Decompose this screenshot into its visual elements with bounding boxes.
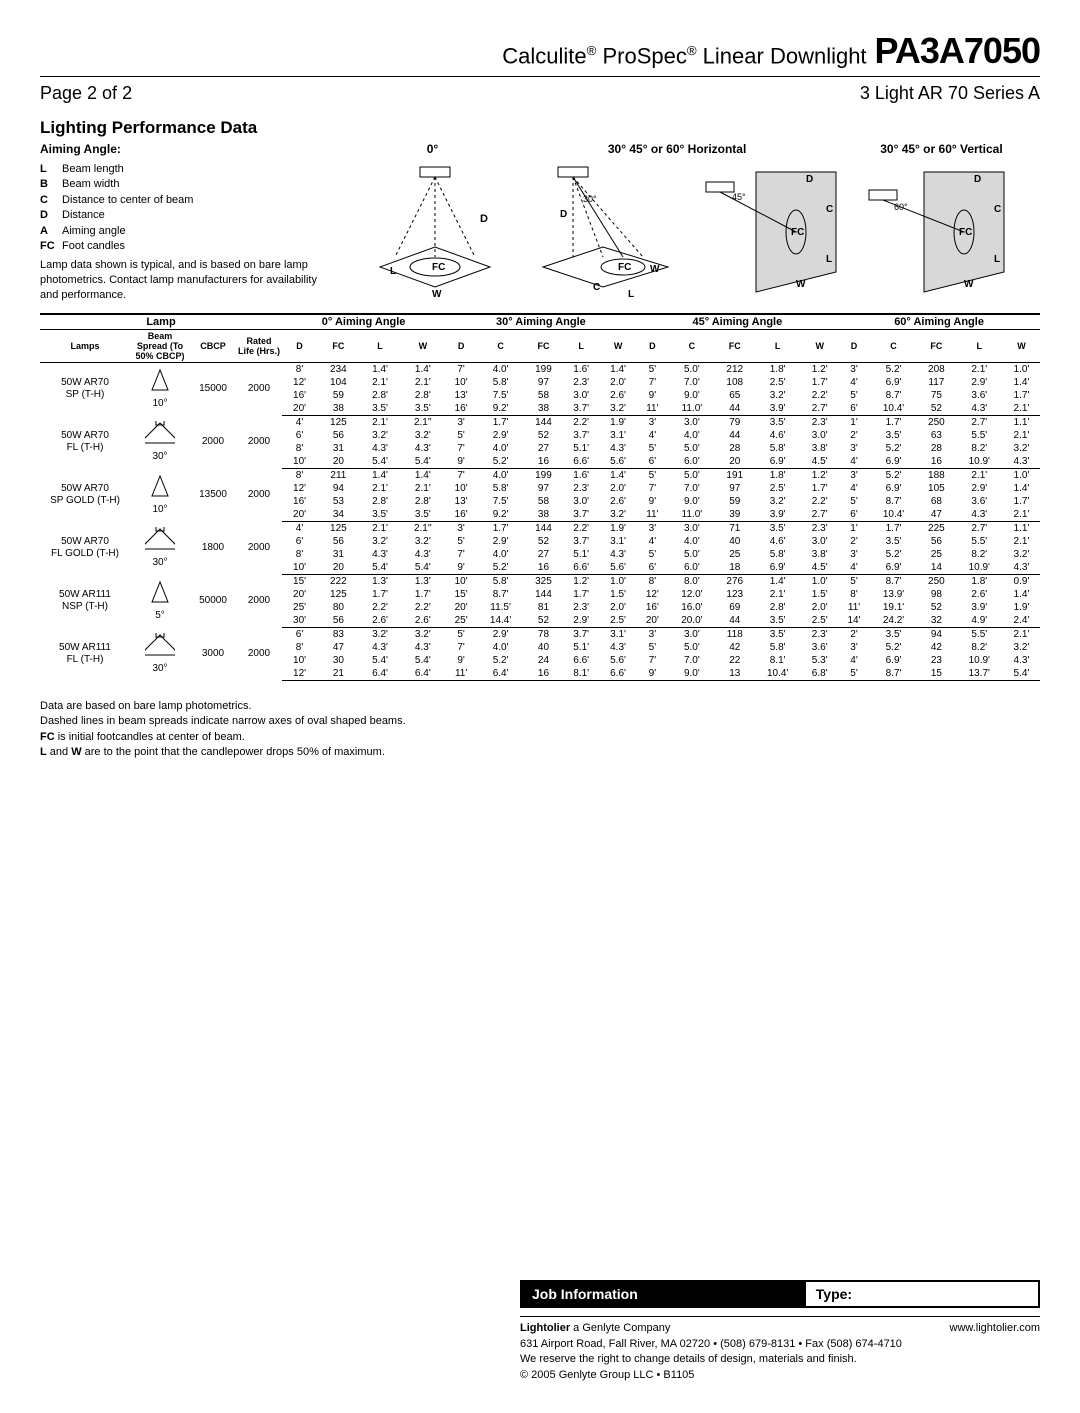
svg-text:C: C <box>826 204 833 215</box>
life: 2000 <box>236 521 282 574</box>
svg-text:FC: FC <box>791 227 804 238</box>
table-row: 50W AR70SP GOLD (T-H)10°1350020008'2111.… <box>40 468 1040 482</box>
url: www.lightolier.com <box>950 1321 1040 1336</box>
legend-item: CDistance to center of beam <box>40 193 340 208</box>
svg-text:C: C <box>994 204 1001 215</box>
diagram-30h: D 30° FC W C L <box>528 162 678 302</box>
table-row: 50W AR111NSP (T-H)5°50000200015'2221.3'1… <box>40 574 1040 588</box>
address: 631 Airport Road, Fall River, MA 02720 •… <box>520 1337 1040 1352</box>
lamp-note: Lamp data shown is typical, and is based… <box>40 258 320 303</box>
footnote-line: L and W are to the point that the candle… <box>40 745 460 760</box>
footer: Job Information Type: Lightolier a Genly… <box>40 1280 1040 1383</box>
cbcp: 3000 <box>190 627 236 680</box>
svg-text:45°: 45° <box>732 192 746 202</box>
aiming-label: Aiming Angle: <box>40 142 336 156</box>
svg-text:W: W <box>796 279 806 290</box>
table-row: 50W AR70FL GOLD (T-H)30°180020004'1252.1… <box>40 521 1040 535</box>
beam-spread: 30° <box>130 627 190 680</box>
page-number: Page 2 of 2 <box>40 83 132 104</box>
svg-text:L: L <box>826 254 832 265</box>
footnotes: Data are based on bare lamp photometrics… <box>40 699 460 761</box>
series: 3 Light AR 70 Series A <box>860 83 1040 104</box>
company: a Genlyte Company <box>570 1322 670 1334</box>
cbcp: 13500 <box>190 468 236 521</box>
svg-text:FC: FC <box>432 262 445 273</box>
job-bar: Job Information Type: <box>520 1280 1040 1308</box>
svg-text:L: L <box>994 254 1000 265</box>
life: 2000 <box>236 468 282 521</box>
footnote-line: Dashed lines in beam spreads indicate na… <box>40 714 460 729</box>
brand: Lightolier <box>520 1322 570 1334</box>
legend: LBeam lengthBBeam widthCDistance to cent… <box>40 162 340 254</box>
life: 2000 <box>236 362 282 415</box>
lamp-name: 50W AR70FL GOLD (T-H) <box>40 521 130 574</box>
job-label: Job Information <box>522 1282 806 1306</box>
diagram-60v: 60° D C FC L W <box>864 162 1014 302</box>
section-title: Lighting Performance Data <box>40 118 1040 138</box>
svg-text:C: C <box>593 282 600 293</box>
svg-text:60°: 60° <box>894 202 908 212</box>
svg-text:L: L <box>390 266 396 277</box>
diagram-45v: 45° D C FC L W <box>696 162 846 302</box>
table-row: 50W AR111FL (T-H)30°300020006'833.2'3.2'… <box>40 627 1040 641</box>
lamp-name: 50W AR70SP (T-H) <box>40 362 130 415</box>
beam-spread: 30° <box>130 521 190 574</box>
svg-text:W: W <box>650 264 660 275</box>
svg-text:FC: FC <box>618 262 631 273</box>
diagrams: D FC L W D 30° FC W C L <box>360 162 1014 302</box>
svg-text:W: W <box>432 289 442 300</box>
type-label: Type: <box>806 1282 862 1306</box>
life: 2000 <box>236 627 282 680</box>
footer-text: Lightolier a Genlyte Company www.lightol… <box>520 1316 1040 1383</box>
svg-text:L: L <box>628 289 634 300</box>
cbcp: 50000 <box>190 574 236 627</box>
footnote-line: Data are based on bare lamp photometrics… <box>40 699 460 714</box>
table-row: 50W AR70FL (T-H)30°200020004'1252.1'2.1'… <box>40 415 1040 429</box>
beam-spread: 30° <box>130 415 190 468</box>
table-row: 50W AR70SP (T-H)10°1500020008'2341.4'1.4… <box>40 362 1040 376</box>
svg-text:D: D <box>974 174 981 185</box>
svg-text:D: D <box>480 213 488 225</box>
beam-spread: 5° <box>130 574 190 627</box>
lamp-table: Lamp0° Aiming Angle30° Aiming Angle45° A… <box>40 313 1040 681</box>
cbcp: 1800 <box>190 521 236 574</box>
life: 2000 <box>236 415 282 468</box>
legend-item: LBeam length <box>40 162 340 177</box>
product-code: PA3A7050 <box>875 30 1040 72</box>
angle-0: 0° <box>354 142 512 156</box>
disclaimer: We reserve the right to change details o… <box>520 1352 1040 1367</box>
life: 2000 <box>236 574 282 627</box>
footnote-line: FC is initial footcandles at center of b… <box>40 730 460 745</box>
lamp-name: 50W AR70FL (T-H) <box>40 415 130 468</box>
legend-item: BBeam width <box>40 177 340 192</box>
cbcp: 2000 <box>190 415 236 468</box>
aiming-header: Aiming Angle: 0° 30° 45° or 60° Horizont… <box>40 142 1040 156</box>
page-row: Page 2 of 2 3 Light AR 70 Series A <box>40 83 1040 104</box>
diagram-0: D FC L W <box>360 162 510 302</box>
svg-text:D: D <box>560 209 567 220</box>
angle-h: 30° 45° or 60° Horizontal <box>529 142 825 156</box>
product-line: Calculite® ProSpec® Linear Downlight <box>502 43 866 69</box>
svg-text:FC: FC <box>959 227 972 238</box>
cbcp: 15000 <box>190 362 236 415</box>
beam-spread: 10° <box>130 468 190 521</box>
legend-item: AAiming angle <box>40 224 340 239</box>
lamp-name: 50W AR111FL (T-H) <box>40 627 130 680</box>
lamp-name: 50W AR70SP GOLD (T-H) <box>40 468 130 521</box>
beam-spread: 10° <box>130 362 190 415</box>
svg-text:W: W <box>964 279 974 290</box>
copyright: © 2005 Genlyte Group LLC • B1105 <box>520 1368 1040 1383</box>
lamp-name: 50W AR111NSP (T-H) <box>40 574 130 627</box>
legend-item: FCFoot candles <box>40 239 340 254</box>
svg-text:D: D <box>806 174 813 185</box>
legend-item: DDistance <box>40 208 340 223</box>
svg-text:30°: 30° <box>583 194 597 204</box>
header: Calculite® ProSpec® Linear Downlight PA3… <box>40 30 1040 77</box>
angle-v: 30° 45° or 60° Vertical <box>843 142 1040 156</box>
